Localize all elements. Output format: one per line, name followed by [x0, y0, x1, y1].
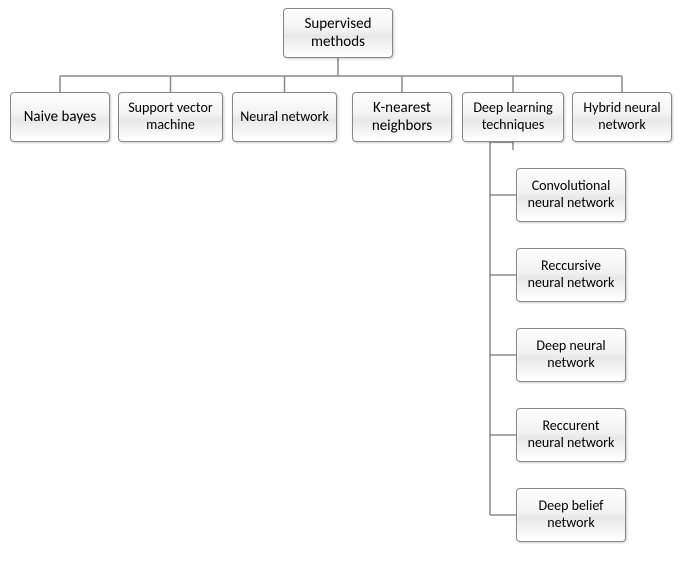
node-cnn: Convolutional neural network: [516, 168, 626, 222]
node-recs: Reccursive neural network: [516, 248, 626, 302]
node-dnn: Deep neural network: [516, 328, 626, 382]
node-recu: Reccurent neural network: [516, 408, 626, 462]
node-svm: Support vector machine: [118, 92, 223, 142]
node-hyb: Hybrid neural network: [572, 92, 672, 142]
node-knn: K-nearest neighbors: [352, 92, 452, 142]
node-dl: Deep learning techniques: [462, 92, 564, 142]
node-dbn: Deep belief network: [516, 488, 626, 542]
node-root: Supervised methods: [283, 8, 393, 58]
node-nn: Neural network: [232, 92, 337, 142]
node-nb: Naive bayes: [10, 92, 110, 142]
